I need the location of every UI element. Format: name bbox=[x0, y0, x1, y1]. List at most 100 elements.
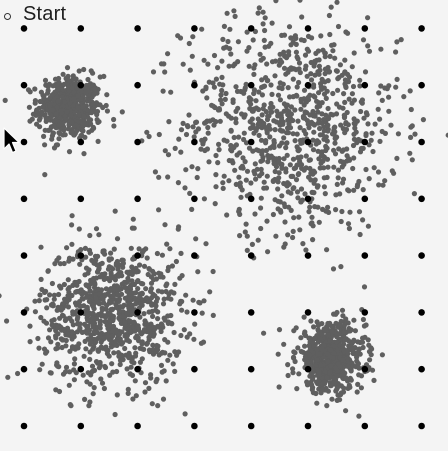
scatter-point bbox=[242, 112, 248, 118]
scatter-point bbox=[2, 97, 8, 103]
scatter-point bbox=[83, 254, 89, 260]
scatter-point bbox=[85, 114, 91, 121]
scatter-point bbox=[342, 70, 348, 76]
scatter-point bbox=[263, 75, 269, 81]
scatter-point bbox=[99, 294, 105, 300]
scatter-point bbox=[238, 194, 244, 200]
scatter-point bbox=[340, 313, 346, 319]
start-button[interactable]: Start bbox=[0, 2, 66, 26]
scatter-point bbox=[276, 62, 282, 68]
scatter-point bbox=[45, 335, 52, 341]
scatter-point bbox=[408, 106, 414, 113]
scatter-point bbox=[69, 129, 75, 136]
scatter-point bbox=[198, 146, 204, 152]
scatter-point bbox=[55, 345, 61, 351]
scatter-point bbox=[320, 153, 326, 159]
scatter-point bbox=[332, 140, 338, 146]
scatter-point bbox=[88, 121, 94, 127]
scatter-point bbox=[267, 105, 273, 111]
scatter-point bbox=[311, 93, 317, 99]
scatter-point bbox=[393, 84, 399, 90]
scatter-point bbox=[51, 97, 57, 103]
scatter-point bbox=[371, 377, 377, 383]
scatter-point bbox=[237, 150, 243, 156]
scatter-point bbox=[338, 122, 344, 128]
scatter-point bbox=[213, 119, 219, 125]
scatter-point bbox=[309, 382, 315, 388]
grid-dot bbox=[191, 365, 198, 373]
scatter-point bbox=[232, 13, 238, 19]
scatter-point bbox=[101, 271, 107, 277]
scatter-point bbox=[60, 71, 66, 77]
scatter-point bbox=[249, 241, 255, 247]
scatter-point bbox=[293, 49, 299, 55]
scatter-point bbox=[258, 137, 265, 143]
scatter-point bbox=[124, 288, 130, 294]
scatter-point bbox=[220, 36, 226, 43]
scatter-point bbox=[369, 367, 376, 373]
scatter-point bbox=[342, 99, 348, 105]
scatter-point bbox=[302, 109, 308, 115]
scatter-point bbox=[350, 142, 357, 149]
scatter-point bbox=[264, 218, 270, 224]
scatter-point bbox=[116, 315, 122, 321]
scatter-point bbox=[154, 250, 160, 257]
scatter-point bbox=[286, 24, 293, 30]
scatter-point bbox=[42, 172, 48, 178]
scatter-point bbox=[334, 0, 340, 5]
scatter-point bbox=[328, 347, 334, 353]
scatter-point bbox=[86, 129, 92, 135]
scatter-point bbox=[377, 138, 383, 144]
scatter-point bbox=[268, 100, 274, 107]
grid-dot bbox=[134, 25, 141, 32]
scatter-point bbox=[318, 81, 324, 87]
scatter-point bbox=[114, 342, 120, 348]
scatter-point bbox=[221, 173, 227, 179]
scatter-point bbox=[259, 170, 265, 177]
scatter-point bbox=[166, 291, 172, 297]
scatter-point bbox=[296, 60, 303, 66]
scatter-point bbox=[314, 184, 320, 190]
scatter-point bbox=[156, 207, 162, 213]
scatter-point bbox=[321, 175, 327, 181]
scatter-point bbox=[314, 357, 320, 363]
scatter-point bbox=[67, 348, 73, 354]
scatter-point bbox=[331, 350, 337, 356]
scatter-point bbox=[256, 132, 262, 138]
scatter-point bbox=[0, 293, 2, 299]
scatter-point bbox=[201, 196, 207, 202]
scatter-point bbox=[308, 170, 314, 176]
scatter-point bbox=[328, 363, 334, 369]
start-label: Start bbox=[23, 2, 67, 25]
scatter-point bbox=[300, 241, 306, 247]
scatter-point bbox=[190, 34, 196, 40]
scatter-point bbox=[104, 92, 110, 98]
grid-dot bbox=[191, 309, 198, 316]
scatter-point bbox=[251, 130, 257, 136]
scatter-point bbox=[98, 339, 104, 345]
scatter-point bbox=[318, 160, 324, 166]
scatter-point bbox=[345, 385, 351, 391]
scatter-point bbox=[216, 107, 223, 113]
scatter-point bbox=[192, 321, 198, 327]
scatter-point bbox=[39, 361, 45, 367]
scatter-point bbox=[256, 89, 262, 95]
scatter-point bbox=[349, 64, 355, 70]
scatter-point bbox=[99, 312, 105, 318]
scatter-point bbox=[277, 80, 283, 86]
scatter-point bbox=[105, 325, 111, 332]
scatter-point bbox=[326, 322, 332, 328]
scatter-point bbox=[177, 35, 184, 41]
scatter-point bbox=[63, 364, 70, 370]
scatter-point bbox=[71, 361, 77, 367]
scatter-point bbox=[117, 357, 124, 363]
scatter-point bbox=[102, 364, 109, 371]
scatter-point bbox=[165, 357, 171, 363]
scatter-point bbox=[178, 149, 184, 155]
scatter-point bbox=[69, 85, 75, 91]
scatter-point bbox=[97, 333, 103, 339]
scatter-point bbox=[275, 206, 281, 212]
scatter-point bbox=[272, 168, 278, 175]
scatter-point bbox=[65, 331, 71, 337]
scatter-point bbox=[311, 121, 317, 127]
